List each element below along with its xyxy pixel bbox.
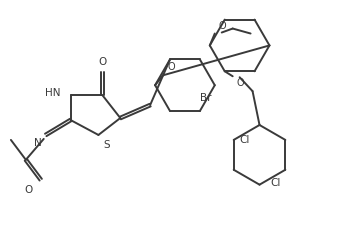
Text: O: O [25, 185, 33, 195]
Text: Cl: Cl [270, 178, 280, 188]
Text: HN: HN [45, 88, 61, 98]
Text: O: O [98, 57, 106, 67]
Text: O: O [237, 78, 244, 88]
Text: Br: Br [200, 93, 212, 103]
Text: O: O [219, 20, 227, 30]
Text: N: N [34, 138, 42, 148]
Text: S: S [103, 140, 110, 150]
Text: O: O [167, 62, 175, 72]
Text: Cl: Cl [240, 135, 250, 145]
